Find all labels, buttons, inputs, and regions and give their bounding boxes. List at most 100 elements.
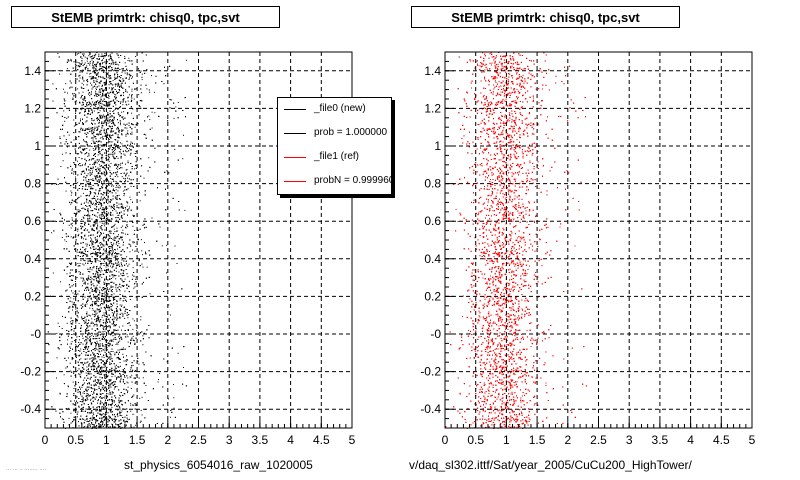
data-point bbox=[80, 97, 82, 99]
data-point bbox=[76, 209, 78, 211]
data-point bbox=[116, 378, 117, 380]
data-point bbox=[109, 254, 110, 256]
data-point bbox=[104, 225, 106, 227]
data-point bbox=[120, 298, 122, 300]
data-point bbox=[111, 291, 113, 293]
data-point bbox=[149, 91, 151, 93]
data-point bbox=[108, 263, 110, 265]
data-point bbox=[126, 74, 128, 76]
data-point bbox=[110, 137, 112, 139]
data-point bbox=[65, 83, 67, 85]
data-point bbox=[108, 102, 110, 104]
data-point bbox=[121, 410, 123, 412]
data-point bbox=[93, 335, 94, 337]
data-point bbox=[119, 90, 121, 92]
data-point bbox=[96, 129, 97, 131]
data-point bbox=[134, 126, 136, 128]
data-point bbox=[121, 204, 123, 206]
data-point bbox=[127, 317, 129, 319]
data-point bbox=[121, 116, 123, 118]
data-point bbox=[129, 77, 130, 79]
data-point bbox=[103, 281, 105, 283]
data-point bbox=[139, 200, 141, 202]
data-point bbox=[89, 170, 91, 172]
data-point bbox=[117, 176, 119, 178]
data-point bbox=[125, 174, 127, 176]
data-point bbox=[122, 206, 124, 208]
data-point bbox=[88, 354, 89, 356]
data-point bbox=[109, 153, 111, 155]
data-point bbox=[96, 238, 98, 240]
data-point bbox=[133, 404, 135, 406]
data-point bbox=[102, 319, 104, 321]
data-point bbox=[109, 53, 111, 55]
data-point bbox=[105, 380, 107, 382]
data-point bbox=[98, 373, 100, 375]
data-point bbox=[96, 168, 97, 170]
data-point bbox=[96, 424, 97, 426]
data-point bbox=[140, 92, 142, 94]
data-point bbox=[85, 339, 87, 341]
data-point bbox=[131, 94, 133, 96]
data-point bbox=[96, 384, 97, 386]
data-point bbox=[139, 421, 141, 423]
data-point bbox=[104, 346, 106, 348]
data-point bbox=[101, 53, 103, 55]
data-point bbox=[93, 365, 95, 367]
data-point bbox=[113, 312, 115, 314]
data-point bbox=[149, 119, 151, 121]
data-point bbox=[93, 414, 95, 416]
data-point bbox=[89, 128, 91, 130]
data-point bbox=[104, 397, 106, 399]
data-point bbox=[91, 332, 93, 334]
data-point bbox=[128, 148, 130, 150]
data-point bbox=[116, 406, 118, 408]
data-point bbox=[121, 129, 123, 131]
data-point bbox=[98, 193, 99, 195]
data-point bbox=[87, 277, 89, 279]
data-point bbox=[61, 418, 63, 420]
data-point bbox=[118, 402, 120, 404]
data-point bbox=[94, 274, 96, 276]
data-point bbox=[101, 276, 103, 278]
data-point bbox=[129, 206, 130, 208]
data-point bbox=[145, 134, 147, 136]
data-point bbox=[95, 87, 97, 89]
data-point bbox=[120, 377, 122, 379]
data-point bbox=[108, 84, 110, 86]
data-point bbox=[92, 170, 93, 172]
data-point bbox=[131, 426, 133, 428]
data-point bbox=[107, 305, 109, 307]
data-point bbox=[107, 265, 109, 267]
data-point bbox=[97, 349, 99, 351]
data-point bbox=[91, 240, 93, 242]
data-point bbox=[105, 258, 107, 260]
data-point bbox=[113, 316, 115, 318]
data-point bbox=[110, 250, 112, 252]
data-point bbox=[103, 249, 105, 251]
data-point bbox=[133, 426, 135, 428]
data-point bbox=[94, 142, 96, 144]
data-point bbox=[118, 194, 120, 196]
data-point bbox=[101, 413, 103, 415]
data-point bbox=[100, 353, 101, 355]
data-point bbox=[68, 134, 70, 136]
data-point bbox=[61, 328, 63, 329]
data-point bbox=[110, 191, 112, 193]
data-point bbox=[98, 308, 100, 310]
data-point bbox=[91, 335, 93, 337]
data-point bbox=[87, 399, 89, 401]
data-point bbox=[95, 338, 97, 340]
data-point bbox=[120, 83, 122, 85]
data-point bbox=[169, 99, 171, 100]
data-point bbox=[57, 70, 59, 72]
data-point bbox=[121, 312, 123, 314]
data-point bbox=[127, 97, 129, 99]
data-point bbox=[97, 240, 98, 242]
data-point bbox=[59, 136, 61, 138]
data-point bbox=[84, 67, 86, 69]
data-point bbox=[141, 73, 143, 75]
data-point bbox=[111, 115, 113, 116]
data-point bbox=[122, 294, 124, 296]
data-point bbox=[115, 288, 117, 290]
